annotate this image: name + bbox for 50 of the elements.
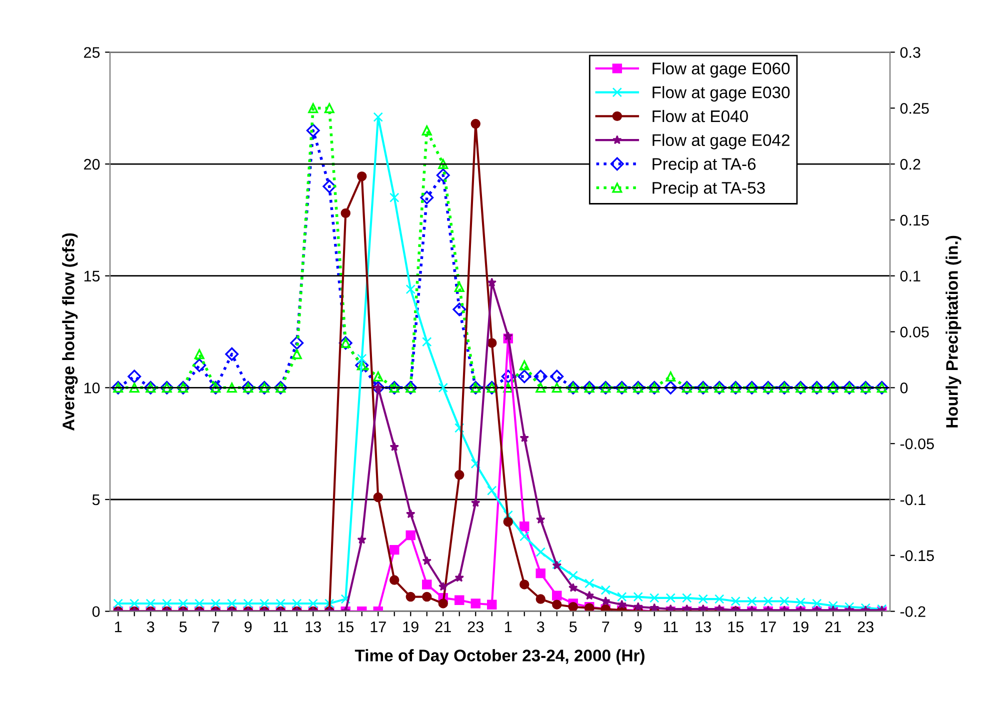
legend-label: Flow at E040 <box>652 110 748 122</box>
y2-tick-label: -0.05 <box>900 438 934 450</box>
x-tick-label: 5 <box>179 622 187 632</box>
y2-tick-label: 0.3 <box>900 47 920 58</box>
x-tick-label: 23 <box>468 621 484 632</box>
legend-label: Precip at TA-6 <box>652 158 756 174</box>
x-tick-label: 11 <box>664 622 678 632</box>
y-tick-label: 15 <box>84 270 100 282</box>
y2-axis-title: Hourly Precipitation (in.) <box>946 236 962 428</box>
x-tick-label: 9 <box>634 621 642 632</box>
y-tick-label: 25 <box>84 47 100 58</box>
x-tick-label: 11 <box>274 622 288 632</box>
x-tick-label: 19 <box>793 621 808 632</box>
x-tick-label: 13 <box>696 621 711 632</box>
x-tick-label: 3 <box>146 621 154 632</box>
x-tick-label: 1 <box>115 622 122 632</box>
legend-label: Flow at gage E060 <box>652 62 790 78</box>
y2-tick-label: 0.05 <box>900 326 929 338</box>
y-tick-label: 20 <box>84 158 100 170</box>
x-tick-label: 21 <box>825 621 841 632</box>
y2-tick-label: 0.1 <box>900 270 920 282</box>
x-tick-label: 15 <box>338 622 354 632</box>
x-tick-label: 23 <box>858 621 874 632</box>
y2-tick-label: 0 <box>900 382 908 394</box>
x-tick-label: 7 <box>602 622 610 632</box>
legend-label: Flow at gage E030 <box>652 86 790 102</box>
x-tick-label: 21 <box>435 621 451 632</box>
x-tick-label: 3 <box>536 621 544 632</box>
legend-label: Precip at TA-53 <box>652 182 765 198</box>
y-tick-label: 5 <box>92 494 100 506</box>
y-tick-label: 0 <box>92 606 100 618</box>
x-tick-label: 17 <box>370 622 386 632</box>
x-tick-label: 5 <box>569 622 577 632</box>
legend-label: Flow at gage E042 <box>652 134 790 150</box>
y2-tick-label: 0.25 <box>900 102 929 114</box>
x-tick-label: 9 <box>244 621 252 632</box>
y2-tick-label: -0.15 <box>900 550 934 562</box>
x-axis-title: Time of Day October 23-24, 2000 (Hr) <box>354 649 644 665</box>
x-tick-label: 19 <box>403 621 418 632</box>
y2-tick-label: 0.2 <box>900 158 920 170</box>
x-tick-label: 7 <box>212 622 220 632</box>
y2-tick-label: -0.1 <box>900 494 926 506</box>
x-tick-label: 17 <box>760 622 776 632</box>
x-tick-label: 13 <box>306 621 321 632</box>
y2-tick-label: -0.2 <box>900 606 926 618</box>
x-tick-label: 1 <box>505 622 512 632</box>
y2-tick-label: 0.15 <box>900 214 929 226</box>
y-axis-title: Average hourly flow (cfs) <box>62 233 78 431</box>
y-tick-label: 10 <box>84 382 100 394</box>
x-tick-label: 15 <box>728 622 744 632</box>
